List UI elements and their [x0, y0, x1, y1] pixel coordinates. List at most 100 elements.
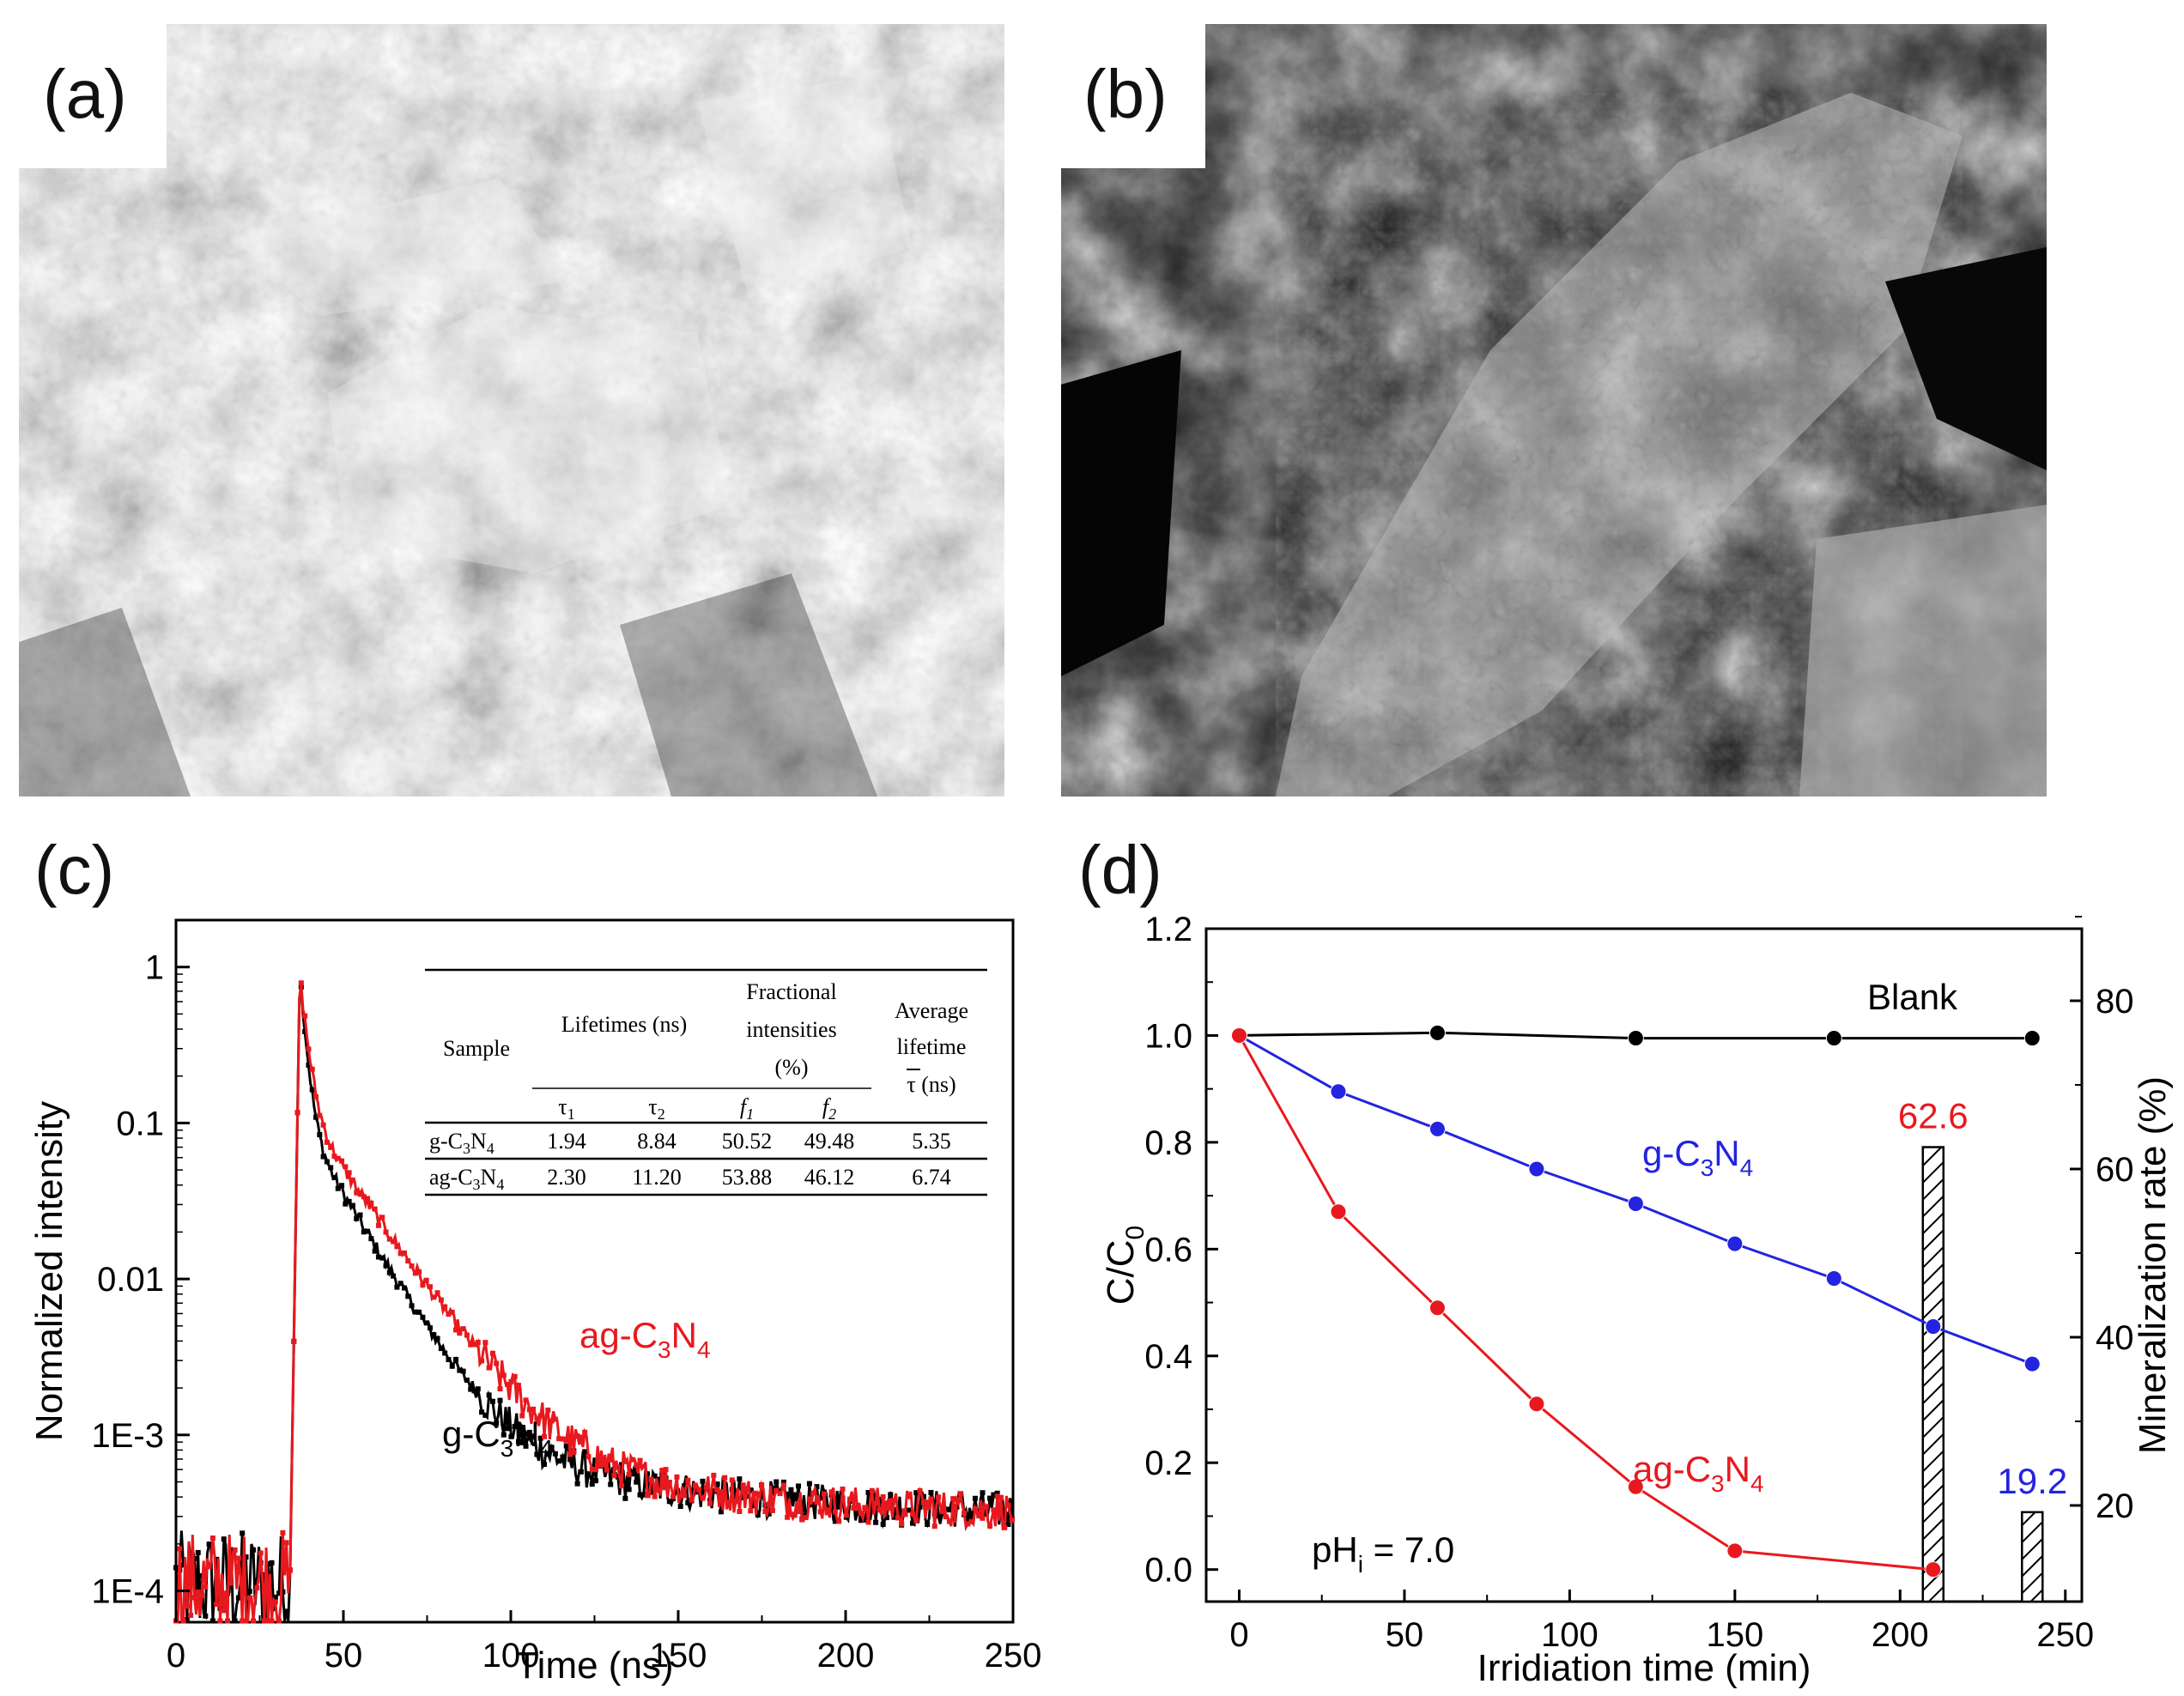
chart-c-point [177, 1546, 183, 1552]
chart-c-point [962, 1510, 968, 1516]
chart-d-bar [1921, 1146, 1945, 1603]
chart-c-point [460, 1326, 466, 1332]
panel-label-d: (d) [1078, 832, 1162, 908]
chart-c-point [629, 1471, 635, 1477]
chart-c-point [796, 1483, 802, 1489]
chart-c-point [228, 1580, 234, 1586]
chart-c-point [272, 1594, 278, 1600]
chart-c-point [497, 1386, 503, 1392]
chart-c-point [497, 1397, 503, 1403]
chart-c-y-tick-label: 0.1 [116, 1105, 164, 1142]
chart-c-point [560, 1436, 566, 1442]
chart-c-point [906, 1507, 912, 1513]
chart-c-point [913, 1490, 919, 1496]
table-header-average-1: Average [895, 998, 968, 1023]
chart-c-point [666, 1499, 672, 1505]
chart-c-point [645, 1493, 651, 1499]
chart-d-point [2023, 1355, 2041, 1372]
chart-c-point [442, 1350, 448, 1356]
chart-c-point [534, 1415, 540, 1421]
chart-c-point [626, 1471, 632, 1477]
chart-c-point [243, 1618, 249, 1624]
chart-c-point [755, 1512, 761, 1518]
chart-d-point [1627, 1195, 1644, 1212]
chart-c-point [475, 1386, 481, 1392]
chart-c-point [416, 1309, 422, 1315]
chart-c-point [328, 1144, 334, 1150]
chart-c-point [206, 1542, 212, 1548]
chart-c-x-tick-label: 50 [325, 1637, 363, 1675]
chart-c-point [925, 1499, 931, 1505]
chart-c-point [733, 1499, 739, 1505]
lifetime-table: Sample Lifetimes (ns) Fractional intensi… [425, 968, 987, 1196]
table-cell-tau2: 11.20 [632, 1165, 682, 1190]
chart-c-point [994, 1490, 1000, 1496]
chart-c-point [987, 1495, 993, 1501]
chart-d-point [1925, 1318, 1942, 1336]
chart-c-point [943, 1514, 949, 1520]
chart-c-point [774, 1487, 780, 1493]
chart-c-point [505, 1426, 511, 1432]
chart-c-point [832, 1509, 838, 1515]
chart-c-point [306, 1062, 312, 1068]
chart-c-point [796, 1509, 802, 1515]
chart-c-point [700, 1495, 706, 1501]
chart-c-point [851, 1505, 857, 1511]
chart-c-point [412, 1309, 418, 1315]
chart-c-point [346, 1170, 352, 1176]
chart-d-y2-tick-label: 40 [2096, 1319, 2134, 1357]
panel-label-a: (a) [43, 56, 127, 132]
chart-d-series-label-g: g-C3N4 [1642, 1133, 1753, 1181]
chart-c-point [666, 1480, 672, 1486]
chart-c-point [608, 1481, 614, 1487]
chart-c-point [291, 1338, 297, 1344]
chart-c-point [608, 1457, 614, 1463]
table-cell-avg: 5.35 [912, 1129, 951, 1154]
chart-c-point [946, 1518, 952, 1524]
chart-c-point [526, 1429, 532, 1435]
chart-c-point [743, 1486, 749, 1492]
chart-c-point [582, 1429, 588, 1435]
chart-c-point [357, 1191, 363, 1197]
chart-c-point [331, 1175, 337, 1181]
chart-c-point [203, 1613, 209, 1619]
table-cell-sample: ag-C3N4 [429, 1165, 504, 1193]
chart-d-bars: 62.6 19.2 [1898, 1096, 2067, 1603]
chart-c-point [313, 1093, 319, 1099]
chart-c-point [320, 1122, 326, 1128]
chart-c-point [486, 1365, 492, 1371]
chart-c-point [652, 1473, 658, 1479]
chart-c-point [349, 1202, 355, 1208]
chart-c-point [972, 1505, 978, 1511]
chart-c-x-tick-label: 100 [482, 1637, 540, 1675]
chart-c-point [269, 1618, 275, 1624]
chart-c-point [567, 1457, 573, 1463]
chart-c-point [556, 1458, 562, 1464]
chart-c-point [401, 1250, 407, 1256]
chart-c-point [913, 1517, 919, 1523]
chart-c-point [817, 1495, 823, 1501]
chart-c-point [799, 1517, 805, 1523]
chart-c-point [453, 1327, 459, 1333]
chart-c-point [604, 1467, 610, 1473]
label-b-bg [1061, 24, 1205, 168]
chart-c-point [593, 1467, 599, 1473]
chart-c-point [1009, 1517, 1015, 1523]
chart-c-point [560, 1454, 566, 1460]
table-cell-f1: 50.52 [722, 1129, 773, 1154]
chart-c-point [965, 1521, 971, 1527]
chart-d-point [1726, 1542, 1744, 1560]
chart-c-point [707, 1500, 713, 1506]
chart-c-series-points [173, 980, 1015, 1624]
chart-c-point [814, 1499, 820, 1505]
chart-c-point [563, 1443, 569, 1449]
chart-c-point [748, 1487, 754, 1493]
chart-c-point [552, 1451, 558, 1457]
chart-c-point [766, 1511, 772, 1517]
chart-c-point [313, 1114, 319, 1120]
chart-c-point [537, 1413, 543, 1419]
chart-c-point [785, 1491, 791, 1497]
chart-c-point [589, 1481, 595, 1487]
chart-c-y-axis-label: Normalized intensity [28, 1101, 70, 1441]
chart-c-point [946, 1507, 952, 1513]
